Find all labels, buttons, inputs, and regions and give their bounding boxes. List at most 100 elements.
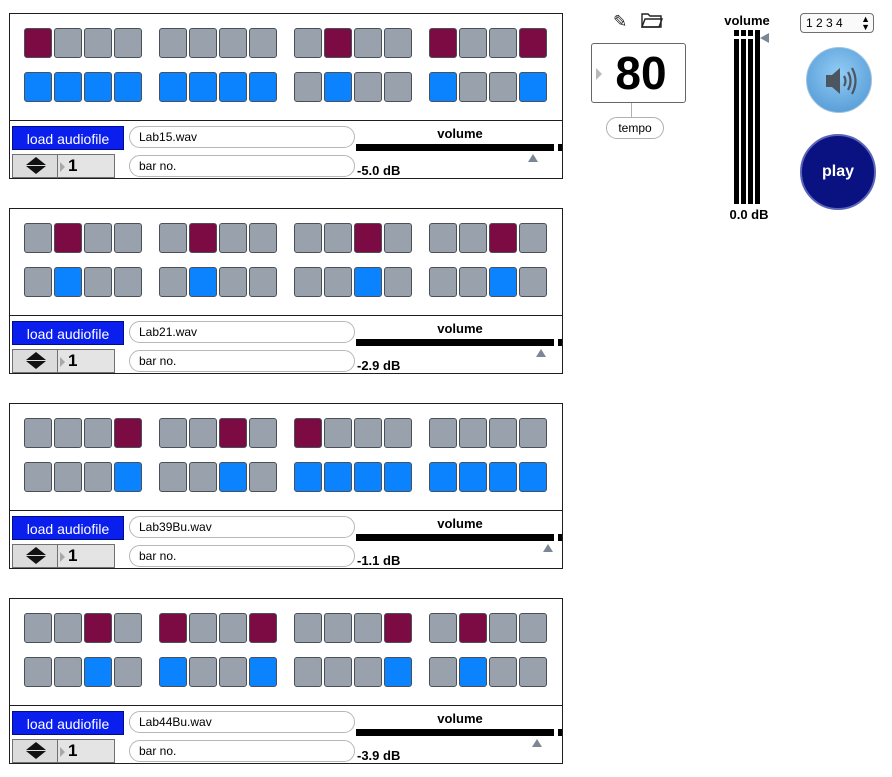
step-cell-top[interactable] [354, 223, 382, 253]
step-cell-bottom[interactable] [159, 267, 187, 297]
step-cell-top[interactable] [84, 28, 112, 58]
step-cell-top[interactable] [189, 613, 217, 643]
step-cell-top[interactable] [354, 28, 382, 58]
step-cell-bottom[interactable] [189, 267, 217, 297]
arrow-down-icon[interactable] [26, 556, 46, 564]
step-cell-top[interactable] [384, 223, 412, 253]
step-cell-bottom[interactable] [24, 267, 52, 297]
arrow-up-icon[interactable] [26, 157, 46, 165]
step-cell-bottom[interactable] [114, 462, 142, 492]
step-cell-bottom[interactable] [189, 462, 217, 492]
step-cell-top[interactable] [189, 418, 217, 448]
step-cell-bottom[interactable] [24, 72, 52, 102]
step-cell-top[interactable] [429, 28, 457, 58]
step-cell-top[interactable] [249, 418, 277, 448]
step-cell-bottom[interactable] [54, 72, 82, 102]
step-cell-bottom[interactable] [384, 72, 412, 102]
step-cell-top[interactable] [354, 613, 382, 643]
step-cell-bottom[interactable] [54, 462, 82, 492]
step-cell-bottom[interactable] [219, 267, 247, 297]
step-cell-top[interactable] [54, 223, 82, 253]
step-cell-bottom[interactable] [114, 267, 142, 297]
step-cell-bottom[interactable] [84, 462, 112, 492]
step-cell-top[interactable] [489, 613, 517, 643]
volume-slider-thumb[interactable] [532, 739, 543, 747]
volume-slider[interactable] [356, 144, 562, 151]
step-cell-bottom[interactable] [354, 462, 382, 492]
step-cell-top[interactable] [384, 613, 412, 643]
step-cell-bottom[interactable] [24, 657, 52, 687]
step-cell-bottom[interactable] [354, 657, 382, 687]
step-cell-top[interactable] [219, 223, 247, 253]
step-cell-top[interactable] [84, 223, 112, 253]
filename-field[interactable]: Lab39Bu.wav [129, 516, 355, 538]
step-cell-bottom[interactable] [429, 657, 457, 687]
step-cell-top[interactable] [459, 223, 487, 253]
step-cell-bottom[interactable] [159, 72, 187, 102]
bar-stepper[interactable] [12, 544, 60, 568]
step-cell-bottom[interactable] [459, 462, 487, 492]
step-cell-bottom[interactable] [519, 462, 547, 492]
step-cell-bottom[interactable] [429, 72, 457, 102]
step-cell-bottom[interactable] [324, 657, 352, 687]
step-cell-bottom[interactable] [249, 72, 277, 102]
step-cell-top[interactable] [489, 28, 517, 58]
step-cell-bottom[interactable] [294, 657, 322, 687]
step-cell-bottom[interactable] [354, 72, 382, 102]
step-cell-top[interactable] [489, 223, 517, 253]
bar-stepper[interactable] [12, 154, 60, 178]
step-cell-bottom[interactable] [249, 462, 277, 492]
step-cell-top[interactable] [189, 223, 217, 253]
step-cell-top[interactable] [324, 613, 352, 643]
pencil-icon[interactable]: ✎ [613, 12, 628, 31]
step-cell-bottom[interactable] [294, 267, 322, 297]
step-cell-top[interactable] [324, 418, 352, 448]
step-cell-top[interactable] [84, 613, 112, 643]
bar-number-box[interactable]: 1 [57, 739, 115, 763]
speaker-button[interactable] [806, 47, 872, 113]
volume-slider-thumb[interactable] [528, 154, 539, 162]
volume-slider-thumb[interactable] [542, 544, 553, 552]
step-cell-bottom[interactable] [249, 657, 277, 687]
step-cell-bottom[interactable] [324, 267, 352, 297]
load-audiofile-button[interactable]: load audiofile [12, 711, 124, 735]
load-audiofile-button[interactable]: load audiofile [12, 321, 124, 345]
step-cell-top[interactable] [54, 28, 82, 58]
step-cell-bottom[interactable] [219, 72, 247, 102]
step-cell-bottom[interactable] [429, 462, 457, 492]
tempo-number-box[interactable]: 80 [591, 43, 686, 103]
step-cell-bottom[interactable] [219, 657, 247, 687]
step-cell-top[interactable] [429, 223, 457, 253]
step-cell-bottom[interactable] [159, 462, 187, 492]
step-cell-bottom[interactable] [114, 72, 142, 102]
step-cell-bottom[interactable] [54, 267, 82, 297]
step-cell-bottom[interactable] [489, 267, 517, 297]
filename-field[interactable]: Lab44Bu.wav [129, 711, 355, 733]
step-cell-bottom[interactable] [249, 267, 277, 297]
filename-field[interactable]: Lab15.wav [129, 126, 355, 148]
step-cell-top[interactable] [159, 418, 187, 448]
step-cell-bottom[interactable] [324, 462, 352, 492]
step-cell-top[interactable] [324, 28, 352, 58]
step-cell-top[interactable] [24, 28, 52, 58]
step-cell-bottom[interactable] [54, 657, 82, 687]
step-cell-top[interactable] [519, 418, 547, 448]
step-cell-top[interactable] [489, 418, 517, 448]
step-cell-top[interactable] [519, 613, 547, 643]
step-cell-top[interactable] [519, 223, 547, 253]
step-cell-bottom[interactable] [294, 72, 322, 102]
step-cell-top[interactable] [294, 223, 322, 253]
arrow-up-icon[interactable] [26, 547, 46, 555]
step-cell-top[interactable] [159, 223, 187, 253]
bar-number-box[interactable]: 1 [57, 349, 115, 373]
step-cell-bottom[interactable] [294, 462, 322, 492]
step-cell-bottom[interactable] [84, 72, 112, 102]
bars-select[interactable]: 1 2 3 4 ▲ ▼ [800, 13, 874, 33]
volume-slider-thumb[interactable] [536, 349, 547, 357]
step-cell-bottom[interactable] [114, 657, 142, 687]
step-cell-bottom[interactable] [384, 267, 412, 297]
step-cell-top[interactable] [249, 28, 277, 58]
play-button[interactable]: play [800, 134, 876, 210]
volume-slider[interactable] [356, 339, 562, 346]
step-cell-top[interactable] [54, 613, 82, 643]
